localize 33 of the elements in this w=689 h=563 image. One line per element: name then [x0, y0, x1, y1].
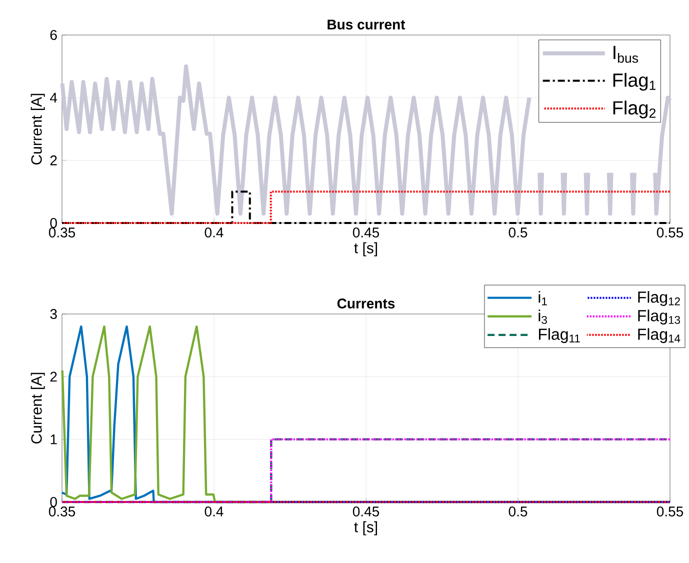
- x-tick-label: 0.45: [352, 228, 380, 238]
- legend-label: Flag$_{2}$: [613, 100, 656, 118]
- x-tick-label: 0.35: [48, 506, 76, 516]
- y-axis-title: Current [A]: [30, 372, 45, 444]
- y-tick-label: 2: [50, 155, 57, 166]
- x-axis-title: t [s]: [354, 521, 377, 536]
- x-tick-label: 0.4: [204, 228, 224, 238]
- y-tick-label: 0: [50, 218, 57, 228]
- x-tick-label: 0.35: [48, 228, 76, 238]
- y-tick-label: 0: [50, 497, 57, 507]
- legend-label: I$_{bus}$: [614, 46, 638, 63]
- x-tick-label: 0.5: [508, 228, 528, 238]
- y-tick-label: 4: [50, 92, 58, 102]
- x-tick-label: 0.55: [656, 228, 684, 238]
- y-tick-label: 1: [50, 434, 57, 444]
- x-tick-label: 0.5: [508, 506, 528, 516]
- y-tick-label: 2: [50, 372, 57, 382]
- legend-label: Flag$_{14}$: [638, 328, 680, 344]
- y-axis-title: Current [A]: [30, 94, 45, 164]
- x-tick-label: 0.45: [352, 506, 380, 516]
- x-axis-title: t [s]: [354, 242, 377, 256]
- legend-label: i$_{1}$: [538, 291, 547, 306]
- legend-label: i$_{3}$: [538, 310, 547, 324]
- y-tick-label: 3: [50, 309, 57, 319]
- legend-label: Flag$_{11}$: [538, 328, 580, 344]
- y-tick-label: 6: [50, 30, 57, 40]
- x-tick-label: 0.4: [204, 506, 224, 516]
- legend-label: Flag$_{12}$: [638, 291, 680, 306]
- chart-title: Bus current: [328, 20, 406, 30]
- chart-title: Currents: [337, 298, 395, 308]
- legend-label: Flag$_{13}$: [638, 310, 680, 325]
- x-tick-label: 0.55: [656, 506, 684, 516]
- legend-label: Flag$_{1}$: [613, 72, 656, 91]
